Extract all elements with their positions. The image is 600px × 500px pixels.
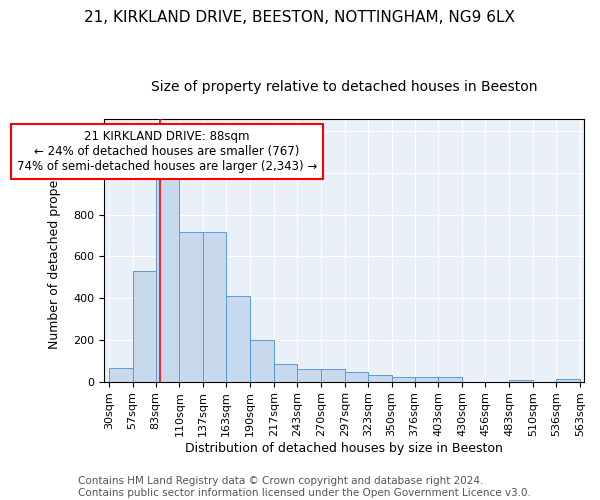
Bar bbox=[345, 372, 368, 382]
Bar bbox=[179, 232, 203, 382]
X-axis label: Distribution of detached houses by size in Beeston: Distribution of detached houses by size … bbox=[185, 442, 503, 455]
Bar bbox=[226, 296, 250, 382]
Bar bbox=[392, 378, 415, 382]
Bar bbox=[368, 374, 392, 382]
Bar bbox=[321, 369, 345, 382]
Text: 21, KIRKLAND DRIVE, BEESTON, NOTTINGHAM, NG9 6LX: 21, KIRKLAND DRIVE, BEESTON, NOTTINGHAM,… bbox=[85, 10, 515, 25]
Bar bbox=[556, 379, 580, 382]
Bar bbox=[439, 378, 463, 382]
Bar bbox=[297, 369, 321, 382]
Bar bbox=[509, 380, 533, 382]
Bar bbox=[155, 171, 179, 382]
Bar bbox=[133, 271, 155, 382]
Bar bbox=[415, 378, 439, 382]
Bar bbox=[109, 368, 133, 382]
Bar bbox=[250, 340, 274, 382]
Bar bbox=[274, 364, 297, 382]
Title: Size of property relative to detached houses in Beeston: Size of property relative to detached ho… bbox=[151, 80, 538, 94]
Text: Contains HM Land Registry data © Crown copyright and database right 2024.
Contai: Contains HM Land Registry data © Crown c… bbox=[78, 476, 531, 498]
Y-axis label: Number of detached properties: Number of detached properties bbox=[48, 152, 61, 348]
Text: 21 KIRKLAND DRIVE: 88sqm
← 24% of detached houses are smaller (767)
74% of semi-: 21 KIRKLAND DRIVE: 88sqm ← 24% of detach… bbox=[17, 130, 317, 174]
Bar bbox=[203, 232, 226, 382]
